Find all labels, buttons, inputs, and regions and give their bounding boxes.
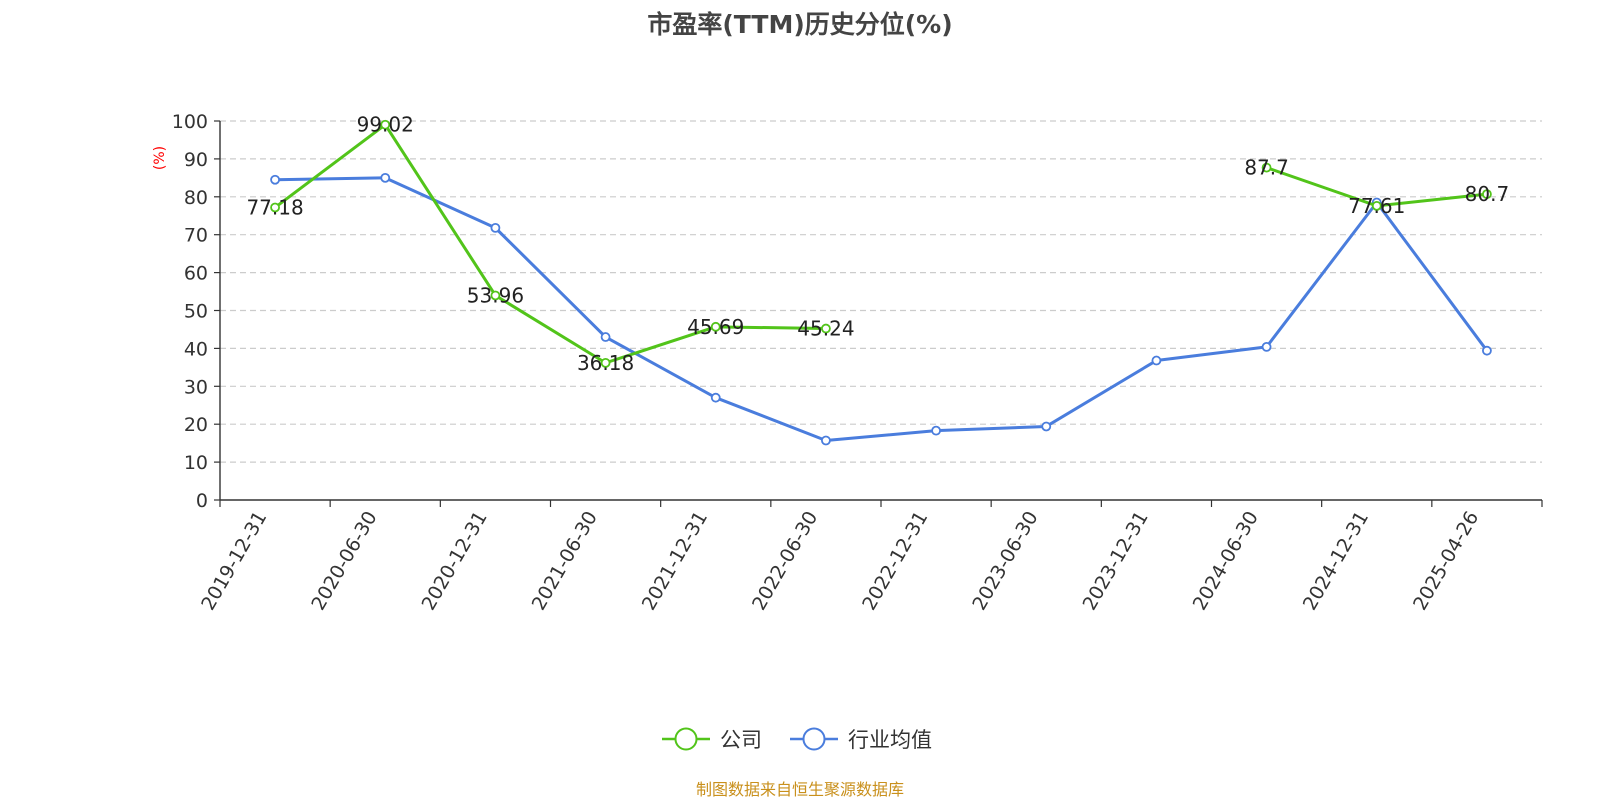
- y-tick-label: 90: [184, 149, 208, 171]
- y-tick-label: 0: [196, 490, 208, 512]
- x-tick-label: 2019-12-31: [197, 508, 271, 615]
- data-label: 77.61: [1348, 194, 1405, 218]
- legend: 公司 行业均值: [662, 727, 932, 752]
- x-tick-label: 2022-12-31: [858, 507, 932, 614]
- legend-item[interactable]: 行业均值: [790, 727, 932, 752]
- y-axis-unit: (%): [152, 146, 168, 170]
- y-tick-label: 40: [184, 338, 208, 360]
- gridlines: [220, 120, 1542, 463]
- x-tick-label: 2024-12-31: [1299, 508, 1373, 615]
- data-point: [821, 323, 831, 334]
- x-tick-label: 2023-06-30: [968, 508, 1042, 615]
- data-point: [600, 332, 611, 342]
- data-point: [821, 435, 831, 446]
- x-tick-label: 2020-12-31: [417, 507, 491, 614]
- data-point: [600, 357, 611, 368]
- data-point: [1371, 200, 1382, 211]
- data-label: 36.18: [577, 351, 634, 375]
- axes: 0 10 20 30 40 50 60 70 80 90 100 2019-12-31 2020-06-…: [172, 111, 1543, 615]
- x-tick-label: 2020-06-30: [307, 508, 381, 615]
- legend-marker-icon: [674, 727, 698, 751]
- series-line: [274, 123, 1488, 365]
- data-label: 87.7: [1244, 156, 1289, 180]
- series-company: [270, 119, 1492, 368]
- data-label: 80.7: [1465, 182, 1510, 206]
- data-point: [1041, 421, 1052, 432]
- series-line: [275, 176, 1489, 442]
- data-point: [710, 321, 721, 332]
- y-tick-label: 50: [184, 301, 208, 323]
- y-tick-label: 100: [172, 111, 208, 133]
- data-label: 53.96: [467, 283, 524, 307]
- data-point: [1261, 341, 1272, 352]
- series-industry-avg: [270, 172, 1492, 446]
- x-tick-label: 2021-06-30: [528, 508, 602, 615]
- source-note: 制图数据来自恒生聚源数据库: [696, 780, 904, 799]
- y-tick-label: 30: [184, 376, 208, 398]
- x-tick-label: 2022-06-30: [748, 508, 822, 615]
- y-tick-label: 20: [184, 414, 208, 436]
- data-point: [380, 119, 391, 130]
- data-labels: 77.18 99.02 53.96 36.18 45.69 45.24 87.7 77.61 8…: [246, 113, 1509, 375]
- legend-label: 公司: [720, 728, 762, 752]
- data-point: [270, 202, 280, 213]
- x-tick-label: 2025-04-26: [1409, 508, 1483, 615]
- series-layer: [270, 119, 1492, 446]
- data-label: 45.24: [797, 317, 854, 341]
- x-tick-label: 2023-12-31: [1078, 508, 1152, 615]
- y-tick-label: 60: [184, 263, 208, 285]
- data-point: [490, 222, 501, 233]
- data-label: 77.18: [246, 195, 303, 219]
- data-point: [1482, 189, 1492, 200]
- legend-marker-icon: [802, 727, 826, 751]
- data-point: [710, 392, 721, 403]
- data-point: [270, 174, 280, 185]
- data-point: [931, 425, 941, 436]
- data-point: [1151, 355, 1162, 366]
- x-tick-label: 2021-12-31: [638, 508, 712, 615]
- legend-item[interactable]: 公司: [662, 727, 762, 752]
- data-point: [1482, 345, 1492, 356]
- data-point: [1261, 162, 1272, 173]
- legend-label: 行业均值: [848, 728, 932, 752]
- data-label: 45.69: [687, 315, 744, 339]
- y-tick-label: 70: [184, 225, 208, 247]
- data-label: 99.02: [357, 113, 414, 137]
- y-tick-label: 80: [184, 187, 208, 209]
- x-tick-label: 2024-06-30: [1189, 508, 1263, 615]
- y-tick-label: 10: [184, 452, 208, 474]
- data-point: [490, 290, 501, 301]
- chart-title: 市盈率(TTM)历史分位(%): [647, 10, 952, 39]
- data-point: [380, 172, 391, 183]
